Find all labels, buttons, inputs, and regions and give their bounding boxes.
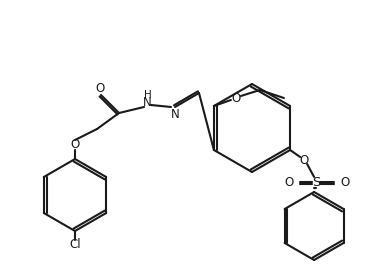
- Text: O: O: [231, 91, 240, 105]
- Text: N: N: [171, 109, 179, 121]
- Text: O: O: [70, 139, 80, 151]
- Text: O: O: [300, 154, 309, 166]
- Text: Cl: Cl: [69, 239, 81, 251]
- Text: O: O: [284, 176, 294, 188]
- Text: S: S: [312, 176, 320, 188]
- Text: O: O: [95, 81, 105, 95]
- Text: H: H: [144, 90, 152, 100]
- Text: N: N: [142, 96, 151, 110]
- Text: O: O: [340, 176, 350, 188]
